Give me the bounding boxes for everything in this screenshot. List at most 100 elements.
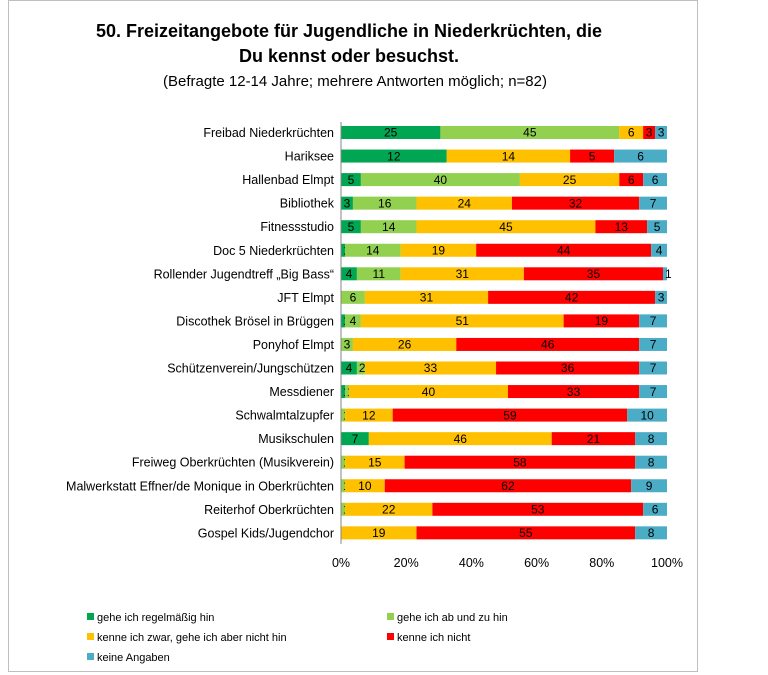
stacked-bar-chart: 50. Freizeitangebote für Jugendliche in …: [66, 21, 683, 664]
bar-segment: [341, 243, 345, 257]
bar-segment: [639, 361, 667, 375]
data-label: 40: [434, 173, 448, 187]
x-tick-label: 80%: [589, 556, 614, 570]
data-label: 55: [519, 526, 533, 540]
data-label: 12: [387, 149, 401, 163]
bar-segment: [364, 361, 497, 375]
category-label: Hallenbad Elmpt: [242, 173, 334, 187]
data-label: 51: [456, 314, 470, 328]
data-label: 16: [378, 196, 392, 210]
data-label: 58: [513, 455, 527, 469]
data-label: 44: [557, 243, 571, 257]
bar-segment: [643, 502, 667, 516]
x-tick-label: 60%: [524, 556, 549, 570]
category-label: Reiterhof Oberkrüchten: [204, 503, 334, 517]
bar-segment: [655, 290, 667, 304]
bar-segment: [352, 337, 457, 351]
data-label: 5: [654, 220, 661, 234]
bar-segment: [614, 149, 667, 163]
bar-segment: [551, 432, 636, 446]
data-label: 8: [648, 526, 655, 540]
data-label: 4: [346, 267, 353, 281]
bar-segment: [635, 432, 667, 446]
bar-segment: [639, 314, 667, 328]
bar-segment: [341, 479, 345, 493]
bar-segment: [627, 408, 667, 422]
bar-segment: [341, 196, 353, 210]
data-label: 14: [382, 220, 396, 234]
bar-segment: [476, 243, 652, 257]
bar-segment: [404, 455, 636, 469]
data-label: 25: [384, 126, 398, 140]
category-label: Freibad Niederkrüchten: [203, 126, 334, 140]
data-label: 19: [372, 526, 386, 540]
data-label: 33: [567, 385, 581, 399]
bar-segment: [496, 361, 640, 375]
category-label: Bibliothek: [280, 197, 335, 211]
data-label: 5: [348, 173, 355, 187]
data-label: 6: [652, 503, 659, 517]
category-label: Doc 5 Niederkrüchten: [213, 244, 334, 258]
category-label: JFT Elmpt: [277, 291, 334, 305]
data-label: 11: [373, 267, 386, 281]
bar-segment: [344, 385, 349, 399]
bar-segment: [440, 126, 620, 139]
data-label: 15: [368, 455, 382, 469]
bar-segment: [639, 196, 667, 210]
data-label: 24: [458, 196, 472, 210]
category-label: Malwerkstatt Effner/de Monique in Oberkr…: [66, 479, 334, 493]
bar-segment: [507, 385, 640, 399]
bar-segment: [519, 173, 620, 187]
bar-segment: [356, 267, 401, 281]
data-label: 6: [628, 173, 635, 187]
data-label: 6: [637, 149, 644, 163]
category-label: Musikschulen: [258, 432, 334, 446]
bar-segment: [635, 455, 667, 469]
data-label: 7: [650, 314, 657, 328]
data-label: 25: [563, 173, 577, 187]
bar-segment: [341, 149, 447, 163]
data-label: 13: [615, 220, 629, 234]
bar-segment: [341, 220, 361, 234]
data-label: 21: [587, 432, 601, 446]
bar-segment: [341, 432, 369, 446]
data-label: 12: [362, 408, 376, 422]
bar-segment: [341, 126, 441, 139]
bar-segment: [523, 267, 664, 281]
bar-segment: [341, 314, 345, 328]
bar-segment: [368, 432, 552, 446]
bar-segment: [344, 314, 361, 328]
data-label: 7: [650, 361, 657, 375]
bar-segment: [619, 173, 644, 187]
x-tick-label: 20%: [394, 556, 419, 570]
legend-swatch: [387, 613, 394, 620]
bar-segment: [341, 173, 361, 187]
data-label: 7: [650, 196, 657, 210]
bar-segment: [663, 267, 667, 281]
data-label: 36: [561, 361, 575, 375]
data-label: 14: [502, 149, 516, 163]
bar-segment: [344, 243, 401, 257]
category-label: Discothek Brösel in Brüggen: [176, 314, 334, 328]
category-labels: Freibad Niederkrüchten Hariksee Hallenbad …: [66, 126, 335, 540]
category-label: Rollender Jugendtreff „Big Bass“: [154, 267, 334, 281]
data-label: 31: [420, 291, 434, 305]
data-label: 3: [658, 126, 665, 140]
category-label: Messdiener: [269, 385, 334, 399]
data-label: 14: [366, 243, 380, 257]
legend-swatch: [87, 653, 94, 660]
bar-segment: [643, 126, 656, 139]
data-label: 46: [454, 432, 468, 446]
data-label: 7: [650, 385, 657, 399]
data-label: 62: [501, 479, 515, 493]
legend-label: gehe ich regelmäßig hin: [97, 612, 214, 624]
bar-segment: [344, 502, 433, 516]
chart-frame: 50. Freizeitangebote für Jugendliche in …: [8, 0, 698, 672]
data-label: 45: [523, 126, 537, 140]
legend-swatch: [87, 633, 94, 640]
x-tick-label: 40%: [459, 556, 484, 570]
data-label: 6: [628, 126, 635, 140]
bar-segment: [639, 337, 667, 351]
legend-swatch: [87, 613, 94, 620]
bar-segment: [488, 290, 656, 304]
